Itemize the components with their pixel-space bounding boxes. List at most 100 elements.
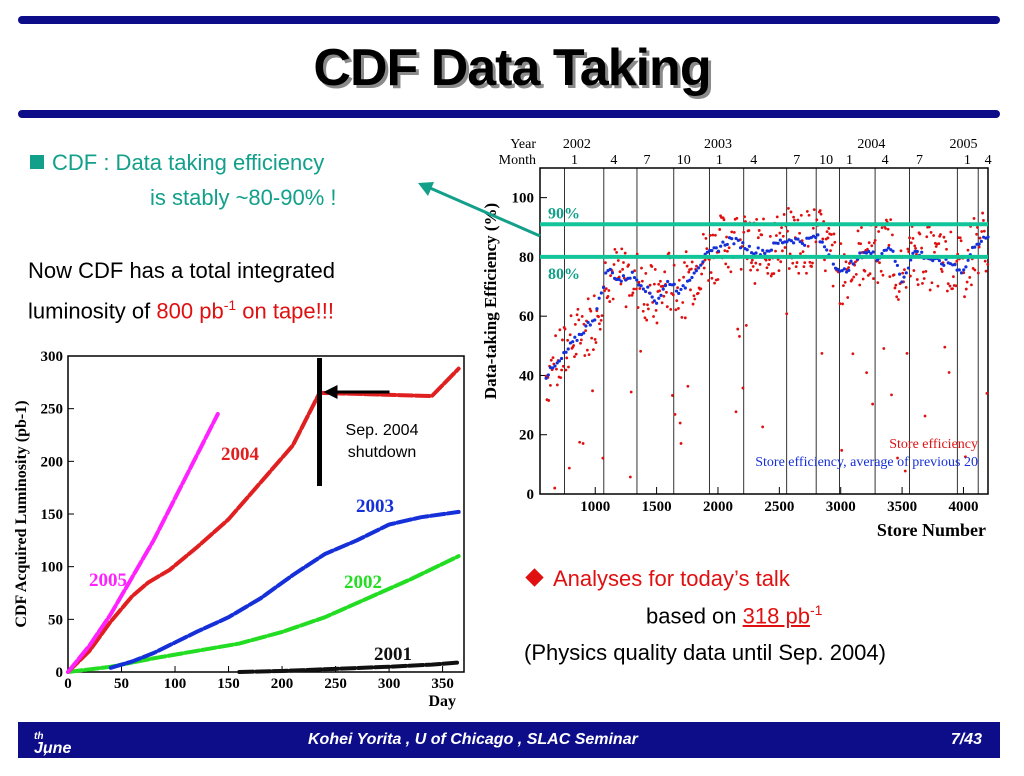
eff-average-point <box>756 246 760 250</box>
eff-average-point <box>730 237 734 241</box>
based-on-prefix: based on <box>646 603 743 629</box>
eff-store-point <box>655 321 659 325</box>
eff-average-point <box>761 248 765 252</box>
eff-store-point <box>736 327 740 331</box>
lum-y-tick-label: 150 <box>41 507 64 523</box>
footer-date-year: , 2005 <box>43 740 80 775</box>
eff-month-label: 1 <box>571 153 578 168</box>
eff-average-point <box>977 242 981 246</box>
eff-store-point <box>806 244 810 248</box>
eff-store-point <box>629 390 633 394</box>
eff-store-point <box>918 232 922 236</box>
eff-average-point <box>849 259 853 263</box>
eff-store-point <box>768 234 772 238</box>
eff-store-point <box>744 220 747 223</box>
eff-store-point <box>798 231 801 235</box>
eff-average-point <box>778 238 782 242</box>
eff-average-point <box>798 240 802 244</box>
eff-store-point <box>799 213 803 217</box>
eff-store-point <box>574 352 578 356</box>
eff-store-point <box>774 234 778 237</box>
eff-store-point <box>781 249 784 253</box>
eff-average-point <box>696 266 701 270</box>
eff-store-point <box>977 245 981 249</box>
eff-store-point <box>867 241 871 245</box>
eff-store-point <box>591 348 595 352</box>
eff-month-label: 4 <box>985 153 992 168</box>
eff-store-point <box>663 270 667 274</box>
eff-store-point <box>555 383 559 387</box>
eff-average-point <box>679 287 683 292</box>
lum-series-line-2005 <box>66 411 220 674</box>
eff-store-point <box>693 297 697 301</box>
eff-store-point <box>888 275 892 279</box>
top-rule <box>18 16 1000 24</box>
pointer-arrow-line <box>429 186 541 238</box>
eff-store-point <box>871 402 875 406</box>
eff-store-point <box>709 271 713 274</box>
lum-plot-frame <box>67 355 465 673</box>
eff-store-point <box>964 455 967 459</box>
eff-store-point <box>549 383 552 387</box>
eff-store-point <box>560 368 564 372</box>
eff-store-point <box>747 229 751 232</box>
eff-average-point <box>898 272 902 276</box>
eff-store-point <box>791 261 795 265</box>
eff-month-label: 1 <box>846 153 853 168</box>
bullet-efficiency-line1: CDF : Data taking efficiency <box>52 150 325 175</box>
eff-store-point <box>616 259 620 262</box>
eff-store-point <box>689 288 692 292</box>
eff-store-point <box>671 293 675 297</box>
eff-average-point <box>886 246 891 250</box>
eff-average-point <box>643 289 648 294</box>
eff-average-point <box>964 265 968 269</box>
eff-store-point <box>908 236 911 240</box>
eff-store-point <box>826 236 830 240</box>
eff-store-point <box>829 249 832 253</box>
eff-y-tick-label: 60 <box>519 309 534 325</box>
eff-store-point <box>750 261 753 265</box>
eff-store-point <box>687 270 691 274</box>
eff-store-point <box>658 289 661 293</box>
eff-store-point <box>628 475 632 479</box>
eff-store-point <box>573 322 577 326</box>
lum-series-label-2003: 2003 <box>356 496 394 517</box>
eff-store-point <box>660 301 664 305</box>
shutdown-arrowhead-icon <box>323 385 338 399</box>
eff-store-point <box>978 236 982 240</box>
eff-store-point <box>684 250 688 254</box>
eff-store-point <box>695 264 698 268</box>
bullet-analyses-line1: Analyses for today’s talk <box>553 566 790 591</box>
eff-average-point <box>962 268 966 272</box>
eff-average-point <box>712 246 716 250</box>
eff-store-point <box>982 229 986 233</box>
lum-series-label-2002: 2002 <box>344 572 382 593</box>
eff-average-point <box>816 233 820 237</box>
lum-x-tick-label: 200 <box>271 676 294 692</box>
lum-x-tick-label: 300 <box>378 676 401 692</box>
eff-average-point <box>893 259 897 263</box>
eff-store-point <box>861 277 865 281</box>
eff-store-point <box>705 247 709 250</box>
eff-average-point <box>745 248 749 252</box>
eff-average-point <box>688 278 692 282</box>
eff-average-point <box>624 278 628 282</box>
eff-store-point <box>701 232 705 236</box>
eff-store-point <box>567 365 570 369</box>
eff-store-point <box>677 307 680 310</box>
eff-average-point <box>915 249 919 254</box>
eff-store-point <box>884 226 887 230</box>
eff-store-point <box>889 218 893 222</box>
lum-series-line-2003 <box>108 509 461 670</box>
eff-store-point <box>682 275 686 279</box>
eff-store-point <box>686 384 690 388</box>
eff-store-point <box>981 211 984 215</box>
eff-average-point <box>588 323 592 327</box>
eff-store-point <box>699 287 703 291</box>
eff-store-point <box>726 249 729 253</box>
eff-store-point <box>980 230 984 233</box>
eff-average-point <box>911 251 915 255</box>
eff-store-point <box>842 284 845 288</box>
lum-y-tick-label: 250 <box>41 402 64 418</box>
